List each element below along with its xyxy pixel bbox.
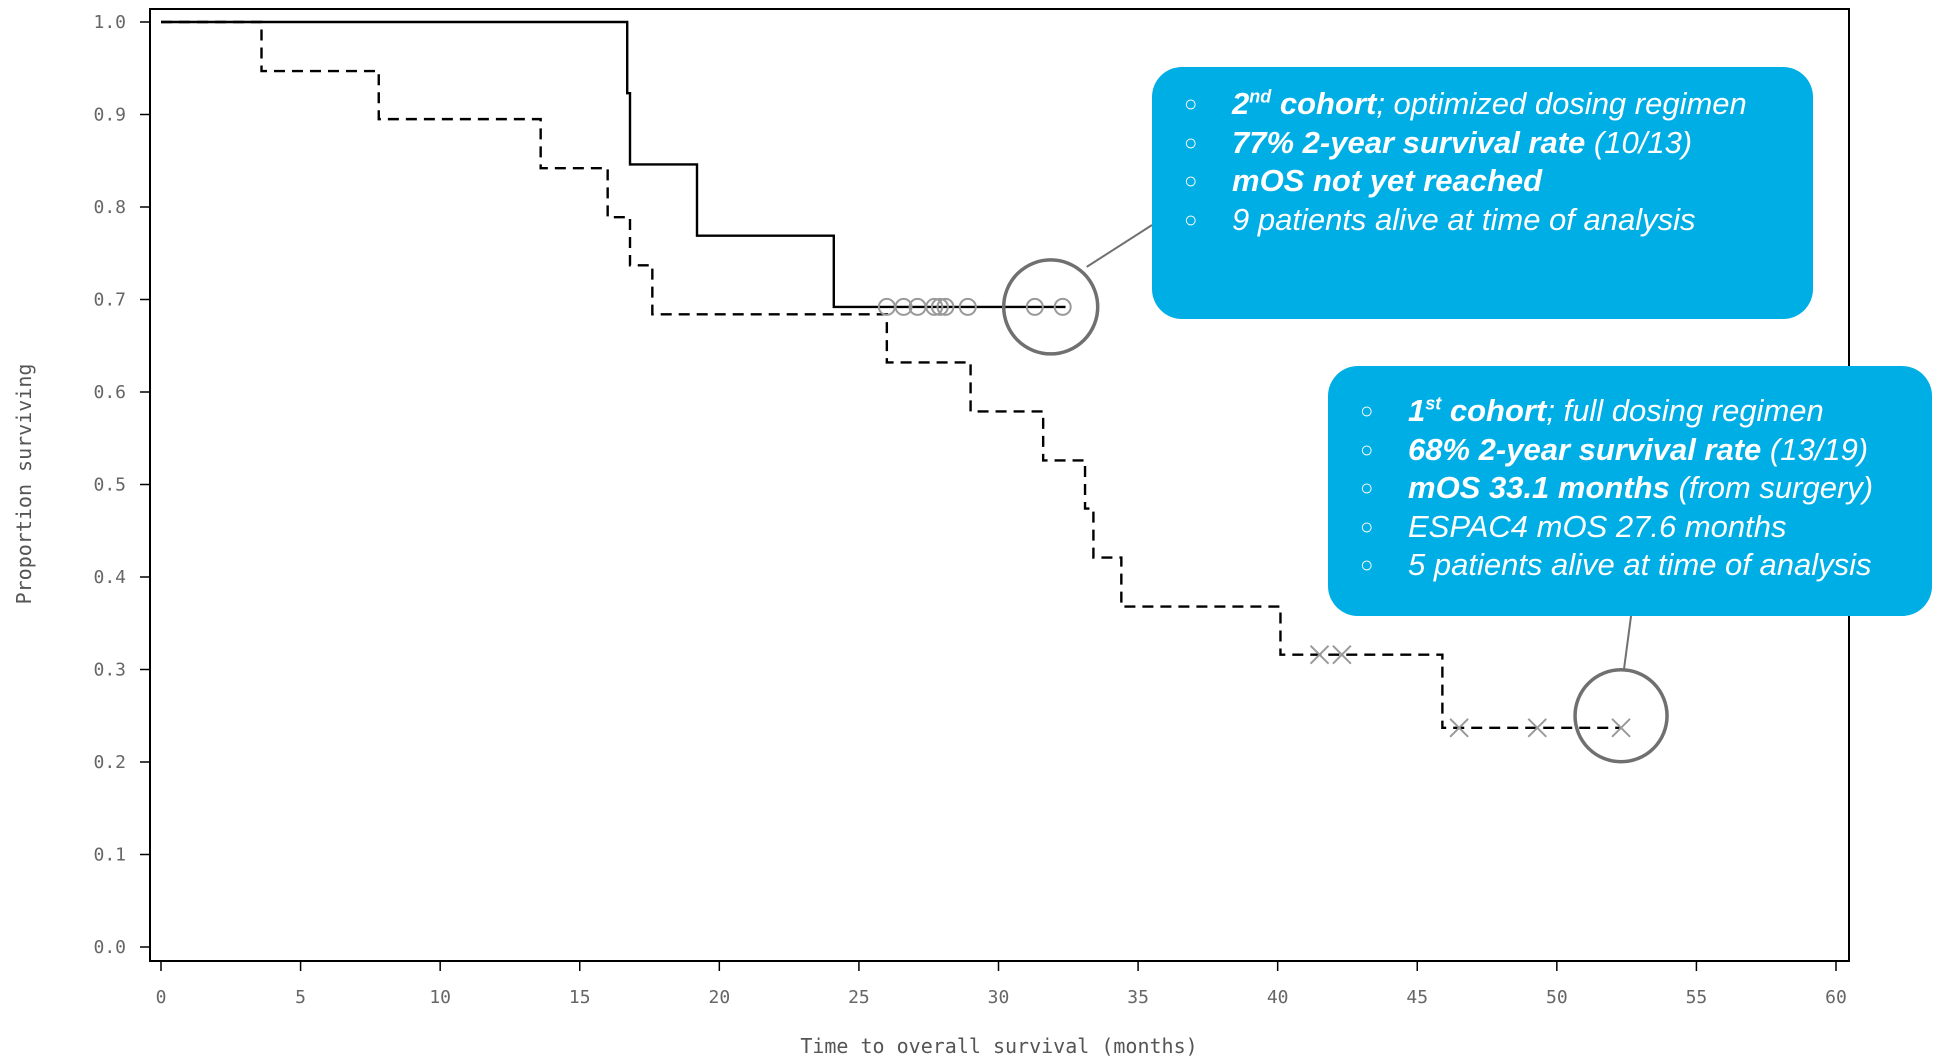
callout-item: ○ 5 patients alive at time of analysis [1328, 546, 1932, 585]
censor-circle-mark [894, 297, 913, 316]
x-tick-label: 45 [1406, 987, 1428, 1008]
y-tick-label: 0.7 [93, 290, 126, 311]
x-tick-label: 20 [708, 987, 730, 1008]
y-tick-label: 0.5 [93, 475, 126, 496]
y-tick-label: 0.9 [93, 105, 126, 126]
bullet-icon: ○ [1360, 398, 1374, 423]
y-tick-label: 0.8 [93, 197, 126, 218]
x-tick-label: 40 [1267, 987, 1289, 1008]
callout-item: ○ 77% 2-year survival rate (10/13) [1152, 124, 1813, 163]
censor-circle-mark [1025, 297, 1044, 316]
censor-x-mark [1611, 718, 1631, 738]
x-axis-label: Time to overall survival (months) [800, 1034, 1197, 1058]
bullet-icon: ○ [1360, 513, 1374, 539]
x-tick-label: 0 [156, 987, 167, 1008]
ordinal-suffix: st [1425, 393, 1442, 414]
callout-bold-text: 68% 2-year survival rate [1408, 431, 1762, 467]
censor-circle-mark [936, 297, 955, 316]
callout-text: ; full dosing regimen [1546, 393, 1824, 428]
x-tick-label: 25 [848, 987, 870, 1008]
callout-bold-text: cohort [1271, 86, 1377, 121]
y-tick-label: 0.0 [93, 937, 126, 958]
x-tick-label: 30 [988, 987, 1010, 1008]
censor-circle-mark [1053, 297, 1072, 316]
censor-circle-mark [930, 297, 949, 316]
x-tick-label: 5 [295, 987, 306, 1008]
callout-text: 9 patients alive at time of analysis [1232, 201, 1696, 237]
bullet-icon: ○ [1184, 91, 1198, 116]
survival-curves [161, 20, 1622, 729]
x-tick-label: 60 [1825, 987, 1847, 1008]
ordinal-suffix: nd [1249, 86, 1272, 107]
callout-text: 5 patients alive at time of analysis [1408, 547, 1872, 582]
callout-item: ○ mOS not yet reached [1152, 162, 1813, 201]
second-cohort-callout: ○ 2nd cohort; optimized dosing regimen ○ 77… [1152, 67, 1813, 319]
callout-bold-text: 1 [1408, 393, 1426, 428]
bullet-icon: ○ [1360, 475, 1374, 500]
x-tick-label: 55 [1686, 987, 1708, 1008]
callout-text: (13/19) [1761, 431, 1869, 467]
callout-bold-text: mOS 33.1 months [1408, 470, 1670, 505]
censor-x-mark [1527, 718, 1547, 738]
callout-connector-line [1086, 224, 1153, 268]
censor-x-mark [1449, 718, 1469, 738]
y-tick-label: 0.4 [93, 567, 126, 588]
x-tick-label: 10 [429, 987, 451, 1008]
callout-text: (from surgery) [1669, 470, 1874, 505]
censor-x-mark [1309, 644, 1330, 665]
solid-survival-curve [161, 20, 1066, 309]
bullet-icon: ○ [1360, 436, 1374, 462]
callout-text: (10/13) [1585, 124, 1693, 160]
x-tick-label: 35 [1127, 987, 1149, 1008]
censor-circle-mark [958, 297, 977, 316]
y-tick-label: 0.1 [93, 845, 126, 866]
censor-x-mark [1332, 644, 1352, 665]
second-cohort-list: ○ 2nd cohort; optimized dosing regimen ○ 77… [1152, 85, 1813, 239]
highlight-circle [1573, 668, 1669, 764]
callout-item: ○ ESPAC4 mOS 27.6 months [1328, 508, 1932, 547]
bullet-icon: ○ [1184, 168, 1198, 193]
callout-bold-text: 2 [1232, 86, 1250, 121]
callout-highlights [1001, 224, 1669, 764]
y-tick-label: 0.2 [93, 752, 126, 773]
x-tick-label: 50 [1546, 987, 1568, 1008]
y-tick-label: 1.0 [93, 12, 126, 33]
callout-item: ○ 68% 2-year survival rate (13/19) [1328, 431, 1932, 470]
first-cohort-callout: ○ 1st cohort; full dosing regimen ○ 68% 2-y… [1328, 366, 1932, 616]
callout-item: ○ mOS 33.1 months (from surgery) [1328, 469, 1932, 508]
y-axis-label: Proportion surviving [12, 364, 36, 605]
callout-bold-text: 77% 2-year survival rate [1232, 124, 1586, 160]
dashed-survival-curve [161, 20, 1622, 729]
callout-connector-line [1623, 615, 1633, 669]
callout-bold-text: cohort [1441, 393, 1547, 428]
callout-item: ○ 2nd cohort; optimized dosing regimen [1152, 85, 1813, 124]
axes: 0 5 10 15 20 25 30 35 40 45 50 55 60 0.0 0.1 0.2 0.3 0.4 0… [93, 12, 1846, 1008]
callout-bold-text: mOS not yet reached [1232, 163, 1543, 198]
bullet-icon: ○ [1360, 552, 1374, 577]
bullet-icon: ○ [1184, 206, 1198, 232]
censor-marks [877, 297, 1631, 738]
callout-text: ; optimized dosing regimen [1376, 86, 1747, 121]
highlight-circle [1001, 258, 1100, 356]
callout-item: ○ 1st cohort; full dosing regimen [1328, 392, 1932, 431]
bullet-icon: ○ [1184, 129, 1198, 155]
x-tick-label: 15 [569, 987, 591, 1008]
callout-item: ○ 9 patients alive at time of analysis [1152, 201, 1813, 240]
censor-circle-mark [925, 297, 944, 316]
first-cohort-list: ○ 1st cohort; full dosing regimen ○ 68% 2-y… [1328, 392, 1932, 585]
y-tick-label: 0.6 [93, 382, 126, 403]
callout-text: ESPAC4 mOS 27.6 months [1408, 508, 1787, 544]
y-tick-label: 0.3 [93, 660, 126, 681]
